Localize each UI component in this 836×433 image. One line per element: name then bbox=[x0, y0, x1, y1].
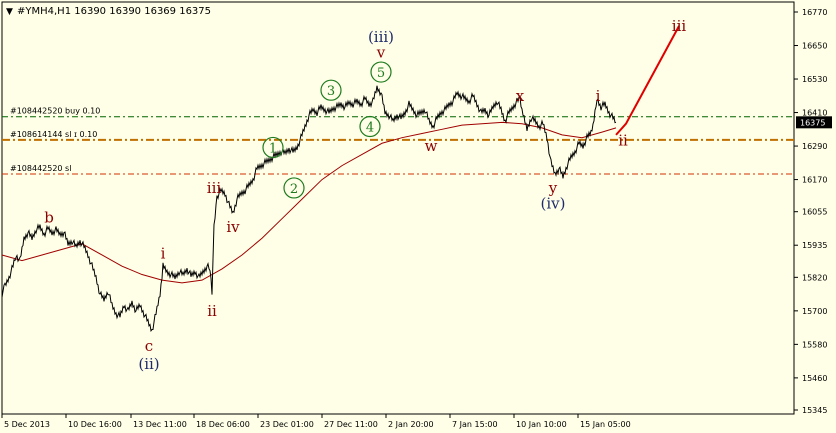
y-tick-label: 15820 bbox=[802, 273, 827, 282]
wave-label-text: ii bbox=[618, 131, 628, 149]
y-tick-label: 16170 bbox=[802, 176, 827, 185]
y-tick-label: 16770 bbox=[802, 8, 827, 17]
wave-label-text: (ii) bbox=[138, 355, 159, 373]
wave-label: i bbox=[596, 87, 601, 105]
wave-label: (ii) bbox=[138, 355, 159, 373]
wave-label: 5 bbox=[370, 61, 392, 83]
wave-label-text: (iv) bbox=[541, 194, 566, 212]
x-tick-label: 10 Jan 10:00 bbox=[516, 420, 567, 429]
y-tick-label: 16055 bbox=[802, 208, 827, 217]
moving-average-line bbox=[1, 121, 617, 284]
x-tick-label: 7 Jan 15:00 bbox=[452, 420, 498, 429]
wave-label: y bbox=[548, 179, 558, 197]
y-tick-label: 15580 bbox=[802, 340, 827, 349]
wave-label-text: iii bbox=[672, 17, 687, 35]
y-tick-label: 15345 bbox=[802, 406, 827, 415]
wave-label-text: i bbox=[161, 245, 166, 263]
wave-label: 1 bbox=[262, 136, 284, 159]
wave-label-text: b bbox=[44, 208, 54, 226]
wave-label: w bbox=[425, 137, 438, 155]
y-tick-label: 15935 bbox=[802, 241, 827, 250]
wave-label-text: 5 bbox=[377, 66, 385, 81]
wave-label: ii bbox=[618, 131, 628, 149]
x-tick-label: 23 Dec 01:00 bbox=[260, 420, 314, 429]
wave-label-text: 3 bbox=[327, 84, 335, 99]
y-tick-label: 16650 bbox=[802, 42, 827, 51]
wave-label-text: ii bbox=[207, 302, 217, 320]
current-price-tag bbox=[796, 116, 832, 129]
wave-circle-marker bbox=[370, 61, 392, 83]
x-tick-label: 18 Dec 06:00 bbox=[196, 420, 250, 429]
wave-label: i bbox=[161, 245, 166, 263]
y-tick-label: 16530 bbox=[802, 75, 827, 84]
y-tick-label: 16410 bbox=[802, 109, 827, 118]
wave-label: 4 bbox=[359, 115, 381, 138]
x-tick-label: 2 Jan 20:00 bbox=[388, 420, 434, 429]
x-tick-label: 10 Dec 16:00 bbox=[68, 420, 122, 429]
wave-label-text: 4 bbox=[366, 121, 374, 136]
level-label: #108442520 buy 0.10 bbox=[10, 107, 100, 116]
wave-circle-marker bbox=[359, 115, 381, 138]
level-label: #108442520 sl bbox=[10, 164, 71, 173]
wave-label-text: v bbox=[376, 43, 386, 61]
wave-label: x bbox=[516, 87, 525, 105]
wave-label-text: c bbox=[145, 337, 153, 355]
wave-label-text: i bbox=[596, 87, 601, 105]
wave-label: (iii) bbox=[368, 28, 394, 46]
wave-label: iii bbox=[207, 179, 222, 197]
wave-label: b bbox=[44, 208, 54, 226]
current-price-label: 16375 bbox=[800, 118, 825, 127]
y-tick-label: 15460 bbox=[802, 374, 827, 383]
plot-border bbox=[1, 1, 795, 415]
wave-label-text: x bbox=[516, 87, 525, 105]
wave-label-text: y bbox=[548, 179, 558, 197]
wave-label-text: w bbox=[425, 137, 438, 155]
level-label: #108614144 sl ɪ 0.10 bbox=[10, 130, 97, 139]
x-tick-label: 13 Dec 11:00 bbox=[133, 420, 187, 429]
wave-label-text: (iii) bbox=[368, 28, 394, 46]
wave-label: iv bbox=[226, 218, 240, 236]
wave-label-text: 1 bbox=[269, 141, 277, 156]
symbol-dropdown-icon[interactable]: ▼ bbox=[6, 7, 13, 17]
y-tick-label: 16290 bbox=[802, 142, 827, 151]
wave-circle-marker bbox=[283, 177, 305, 199]
wave-label: 3 bbox=[320, 79, 342, 101]
x-tick-label: 27 Dec 11:00 bbox=[324, 420, 378, 429]
x-tick-label: 15 Jan 05:00 bbox=[580, 420, 631, 429]
price-line bbox=[1, 85, 617, 333]
wave-projection-line bbox=[615, 25, 680, 136]
wave-label: c bbox=[145, 337, 153, 355]
y-tick-label: 15700 bbox=[802, 307, 827, 316]
wave-label-text: iv bbox=[226, 218, 240, 236]
wave-label: iii bbox=[672, 17, 687, 35]
symbol-header: #YMH4,H1 16390 16390 16369 16375 bbox=[17, 6, 211, 17]
wave-label: ii bbox=[207, 302, 217, 320]
wave-label: (iv) bbox=[541, 194, 566, 212]
wave-circle-marker bbox=[320, 79, 342, 101]
wave-label: v bbox=[376, 43, 386, 61]
wave-circle-marker bbox=[262, 136, 284, 159]
wave-label: 2 bbox=[283, 177, 305, 199]
wave-label-text: iii bbox=[207, 179, 222, 197]
wave-label-text: 2 bbox=[290, 182, 298, 197]
x-tick-label: 5 Dec 2013 bbox=[4, 420, 50, 429]
